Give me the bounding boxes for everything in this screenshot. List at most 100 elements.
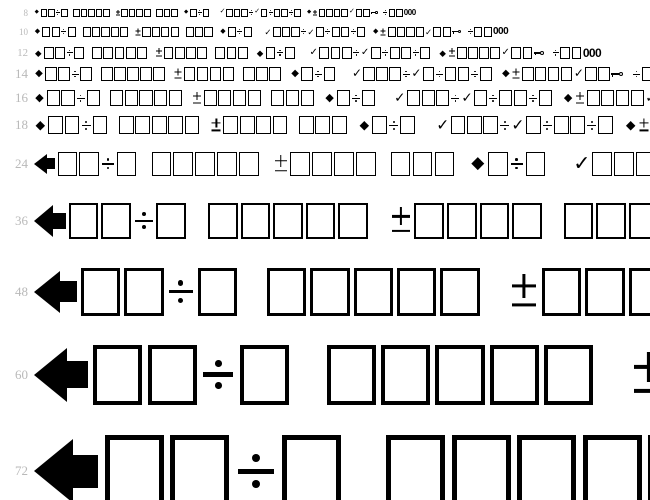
diamond-icon (624, 116, 637, 134)
glyph-box (452, 435, 511, 500)
glyph-box (440, 268, 479, 316)
glyph-box (443, 27, 451, 37)
diamond-icon (34, 67, 44, 81)
divide-icon (383, 9, 387, 17)
glyph-box (171, 27, 179, 37)
glyph-box (324, 67, 335, 81)
diamond-icon (34, 116, 47, 134)
glyph-space (554, 98, 561, 99)
glyph-box (614, 152, 634, 176)
glyph-box (58, 152, 78, 176)
glyph-box (226, 9, 233, 17)
sample-line: 000 (34, 435, 650, 500)
glyph-space (85, 52, 90, 53)
glyph-box (341, 27, 349, 37)
glyph-box (598, 116, 613, 134)
glyph-box (48, 116, 63, 134)
glyph-space (427, 125, 435, 126)
size-label: 36 (0, 213, 28, 229)
glyph-box (274, 9, 281, 17)
divide-icon (353, 47, 360, 59)
plus-minus-icon (639, 116, 650, 134)
size-label: 10 (0, 27, 28, 37)
glyph-space (546, 52, 551, 53)
glyph-box (137, 47, 147, 59)
glyph-box (490, 345, 539, 405)
divide-icon (314, 67, 322, 81)
glyph-space (201, 125, 209, 126)
glyph-box (389, 67, 400, 81)
glyph-box (144, 9, 151, 17)
glyph-box (171, 9, 178, 17)
divide-icon (236, 435, 276, 500)
glyph-box (74, 47, 84, 59)
glyph-box (195, 152, 215, 176)
glyph-box (103, 9, 110, 17)
glyph-box (356, 9, 363, 17)
plus-minus-icon (575, 90, 585, 106)
glyph-box (388, 27, 396, 37)
glyph-space (615, 125, 623, 126)
glyph-box (161, 27, 169, 37)
diamond-icon (324, 90, 335, 106)
divide-icon (468, 27, 474, 37)
check-icon (394, 90, 405, 106)
plus-minus-icon (448, 47, 455, 59)
glyph-box (208, 203, 238, 239)
glyph-box (152, 27, 160, 37)
glyph-space (337, 74, 343, 75)
diamond-icon (34, 9, 40, 17)
sample-line: 000 (34, 268, 650, 316)
glyph-space (378, 163, 389, 164)
glyph-box (511, 47, 521, 59)
glyph-box (198, 268, 237, 316)
glyph-box (406, 27, 414, 37)
plus-minus-icon (155, 47, 162, 59)
glyph-space (215, 12, 219, 13)
glyph-space (241, 291, 263, 292)
glyph-box (261, 9, 268, 17)
glyph-box (433, 27, 441, 37)
glyph-box (92, 27, 100, 37)
glyph-box (342, 47, 352, 59)
sample-line: 000 (34, 116, 650, 134)
check-icon (220, 9, 226, 17)
glyph-box (517, 435, 576, 500)
glyph-box (572, 47, 582, 59)
check-icon (310, 47, 318, 59)
diamond-icon (358, 116, 371, 134)
glyph-box (381, 345, 430, 405)
divide-icon (81, 116, 91, 134)
glyph-box (389, 9, 396, 17)
glyph-space (111, 12, 115, 13)
glyph-box (327, 345, 376, 405)
glyph-space (261, 163, 272, 164)
glyph-space (545, 220, 561, 221)
glyph-box (267, 268, 306, 316)
sample-line: 000 (34, 47, 601, 59)
glyph-box (87, 90, 100, 106)
diamond-icon (501, 67, 511, 81)
diamond-icon (34, 27, 41, 37)
plus-minus-icon (313, 9, 318, 17)
glyph-space (295, 374, 322, 375)
glyph-box (164, 9, 171, 17)
glyph-space (253, 31, 258, 32)
key-icon (534, 51, 544, 55)
glyph-box (301, 67, 312, 81)
glyph-box (55, 47, 65, 59)
glyph-box (190, 9, 197, 17)
glyph-box (164, 47, 174, 59)
glyph-box (301, 90, 314, 106)
glyph-space (296, 52, 301, 53)
glyph-box (101, 203, 131, 239)
glyph-box (186, 27, 194, 37)
glyph-box (156, 9, 163, 17)
glyph-box (234, 9, 241, 17)
glyph-box (435, 345, 484, 405)
arrow-left-icon (34, 271, 77, 313)
divide-icon (289, 9, 293, 17)
glyph-space (371, 220, 387, 221)
glyph-box (93, 345, 142, 405)
glyph-box (629, 203, 650, 239)
